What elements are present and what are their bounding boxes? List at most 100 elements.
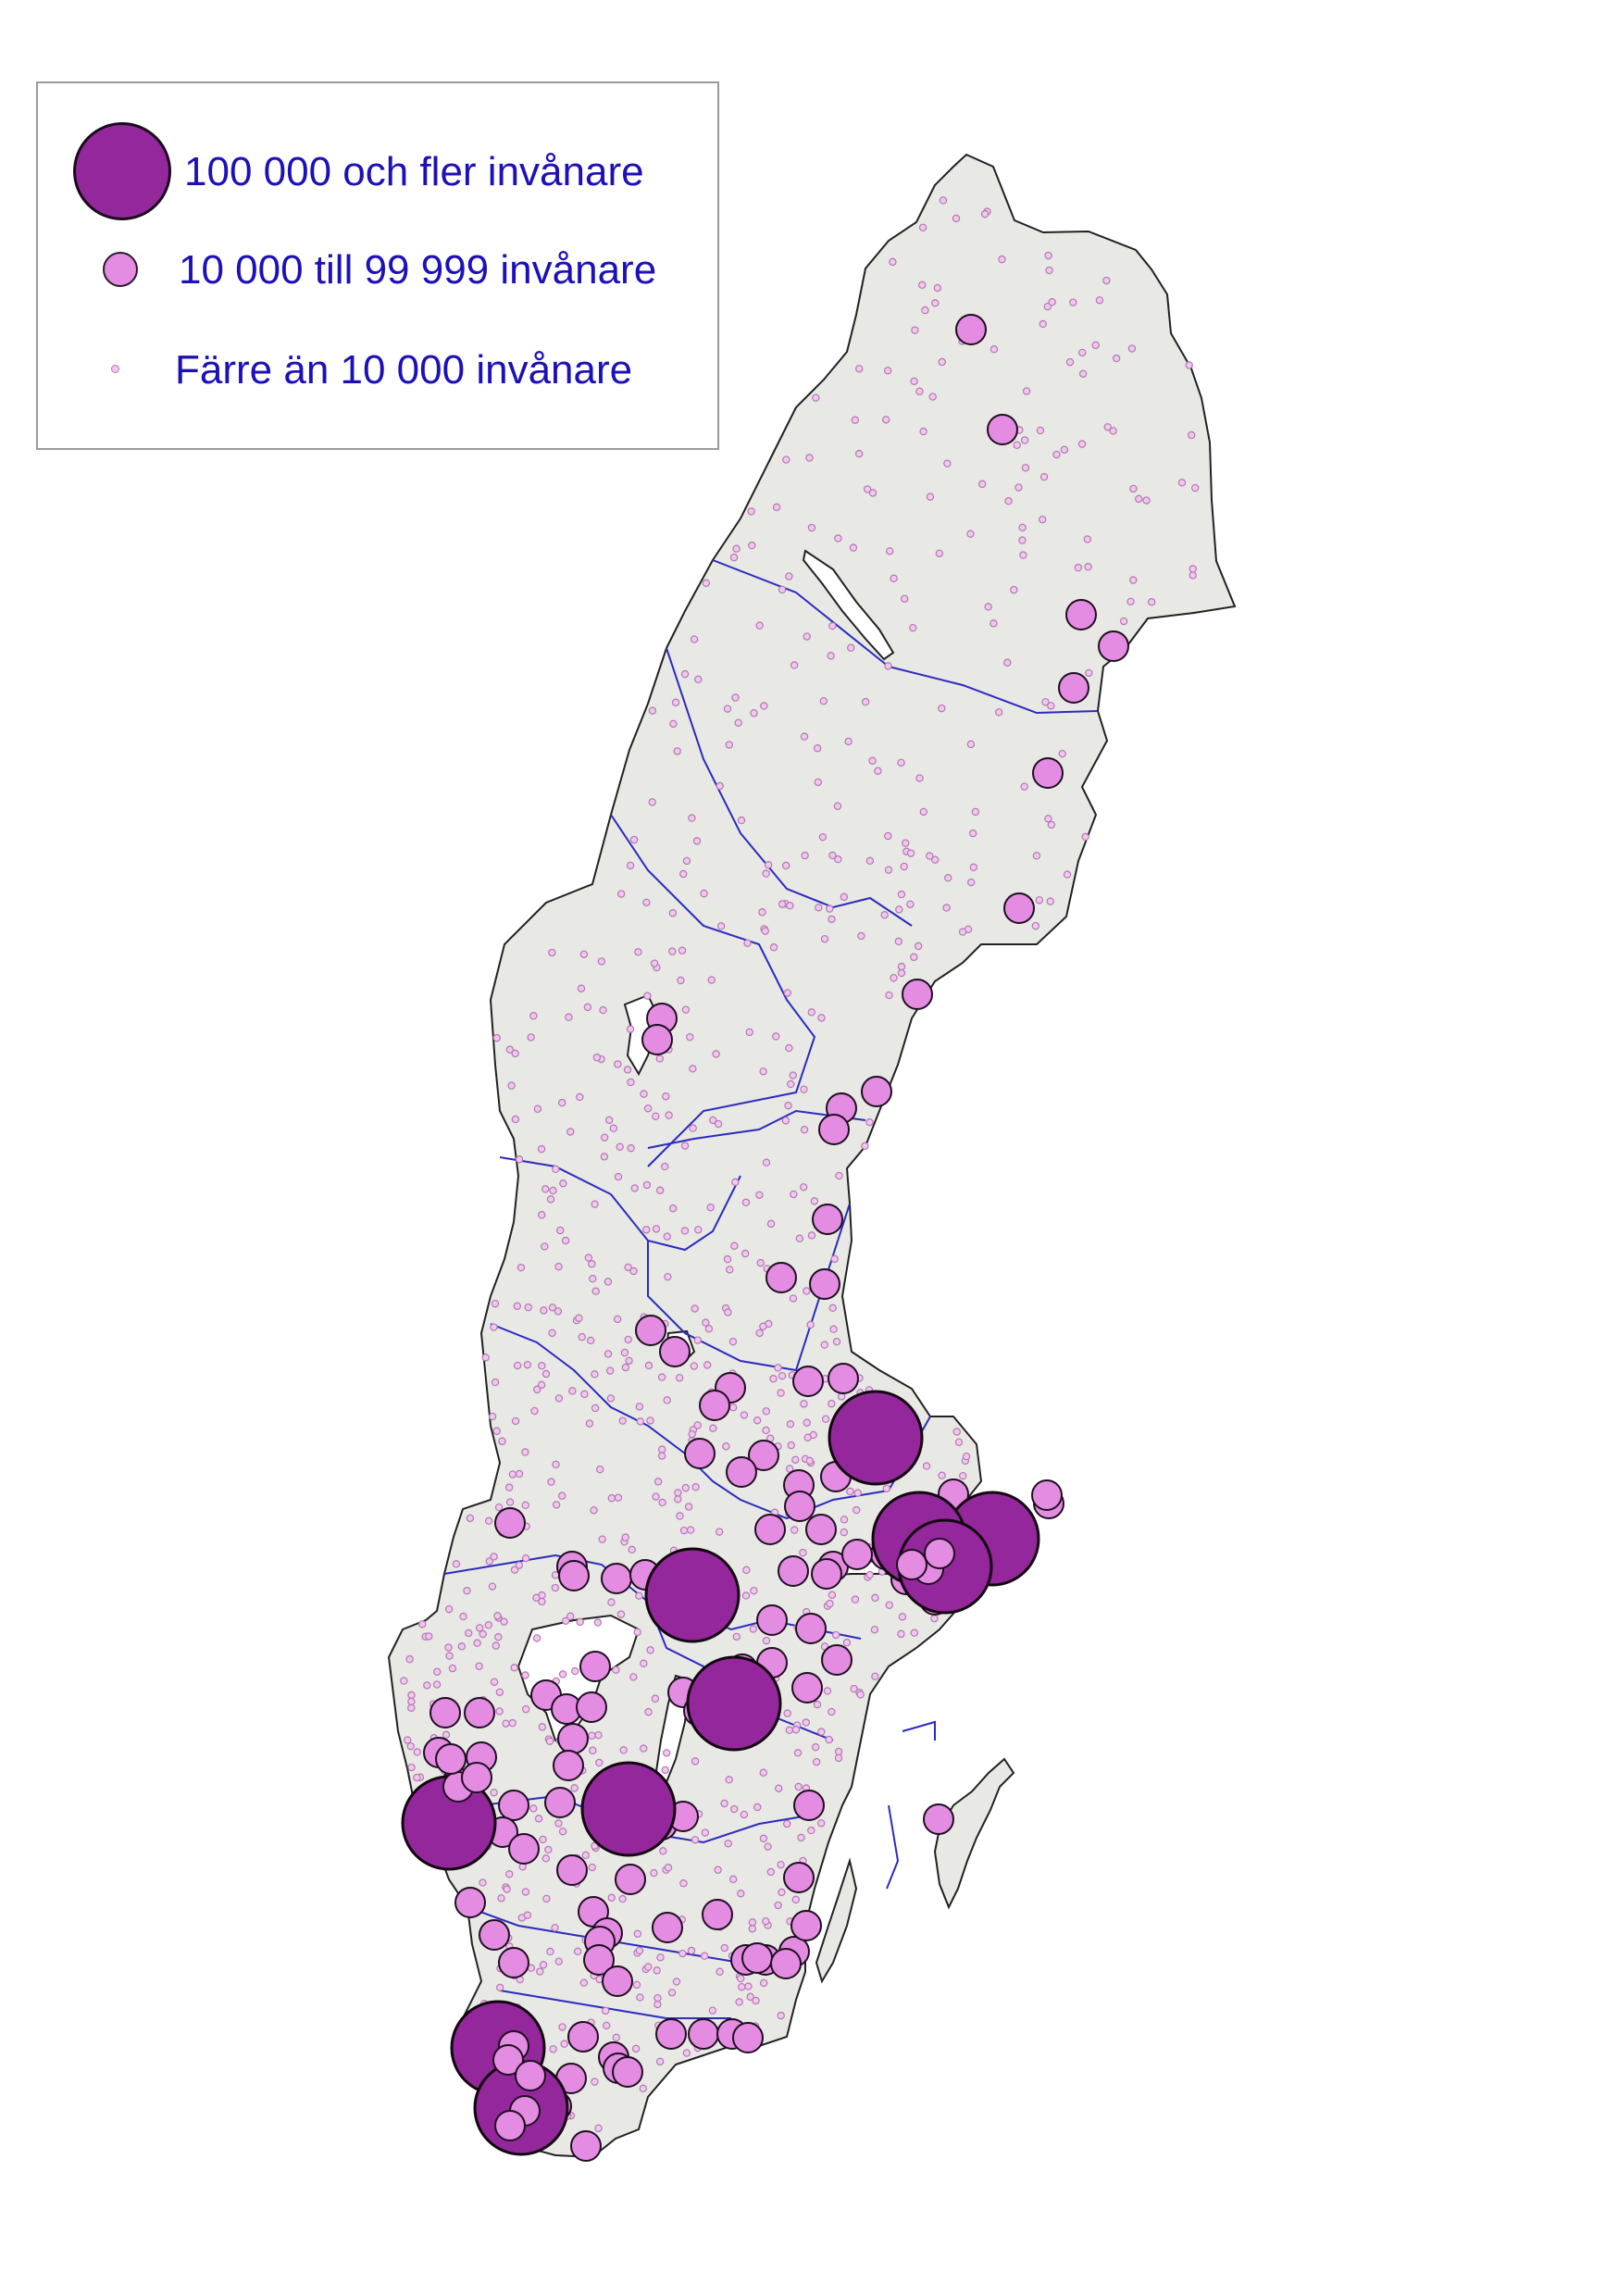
large-town-symbol — [73, 122, 171, 220]
small-town-dot — [803, 1418, 811, 1427]
medium-town-dot — [498, 1790, 529, 1821]
small-town-dot — [693, 1336, 703, 1344]
small-town-dot — [658, 1445, 666, 1454]
small-town-dot — [591, 1404, 600, 1413]
small-town-dot — [865, 1117, 874, 1127]
small-town-dot — [726, 1266, 734, 1274]
small-town-dot — [491, 1378, 500, 1387]
small-town-dot — [624, 1263, 632, 1272]
small-town-dot — [540, 1306, 548, 1315]
small-town-dot — [815, 904, 823, 912]
small-town-dot — [452, 1560, 461, 1568]
small-town-dot — [785, 1465, 794, 1473]
small-town-dot — [880, 911, 889, 919]
small-town-dot — [591, 1287, 600, 1295]
small-town-dot — [828, 621, 837, 630]
small-town-dot — [502, 1719, 510, 1728]
small-town-dot — [537, 1144, 546, 1154]
small-town-dot — [551, 1924, 559, 1932]
small-town-dot — [817, 1728, 826, 1736]
small-town-dot — [1119, 617, 1128, 626]
small-town-dot — [459, 1612, 467, 1621]
small-town-dot — [492, 1033, 501, 1042]
small-town-label: Färre än 10 000 invånare — [175, 347, 633, 393]
large-town-dot — [686, 1655, 782, 1752]
small-town-dot — [504, 1483, 514, 1491]
small-town-dot — [522, 1704, 530, 1714]
small-town-dot — [1045, 266, 1053, 275]
small-town-dot — [764, 1842, 772, 1851]
small-town-dot — [1188, 430, 1196, 440]
small-town-dot — [473, 1639, 481, 1647]
small-town-dot — [665, 1111, 673, 1119]
small-town-dot — [484, 1621, 492, 1629]
medium-town-dot — [492, 2044, 524, 2076]
small-town-dot — [777, 2011, 785, 2020]
small-town-dot — [786, 902, 794, 910]
small-town-dot — [674, 1495, 682, 1504]
small-town-dot — [828, 1591, 837, 1599]
small-town-dot — [1036, 426, 1045, 435]
small-town-dot — [783, 1819, 791, 1828]
small-town-dot — [708, 2006, 717, 2015]
small-town-dot — [762, 1407, 771, 1416]
small-town-dot — [532, 1634, 541, 1642]
small-town-dot — [579, 1978, 589, 1987]
medium-town-dot — [923, 1803, 954, 1835]
small-town-dot — [910, 1628, 918, 1637]
medium-town-dot — [924, 1538, 955, 1569]
small-town-dot — [736, 1974, 745, 1983]
small-town-dot — [1190, 483, 1200, 493]
small-town-dot — [707, 976, 716, 984]
small-town-dot — [493, 1612, 502, 1620]
small-town-dot — [547, 1478, 555, 1486]
small-town-dot — [1081, 832, 1089, 842]
small-town-dot — [777, 1389, 785, 1397]
small-town-dot — [793, 1749, 803, 1757]
small-town-dot — [735, 1998, 743, 2006]
small-town-dot — [977, 480, 987, 489]
small-town-dot — [989, 345, 999, 354]
small-town-dot — [684, 1503, 693, 1511]
small-town-dot — [885, 1601, 893, 1609]
small-town-dot — [785, 572, 793, 580]
small-town-dot — [538, 1723, 547, 1731]
small-town-dot — [558, 1670, 567, 1678]
small-town-dot — [933, 283, 942, 293]
small-town-dot — [748, 541, 756, 550]
small-town-dot — [790, 661, 799, 669]
small-town-dot — [803, 632, 811, 641]
small-town-dot — [919, 427, 927, 436]
medium-town-dot — [557, 1723, 589, 1754]
small-town-dot — [759, 1978, 768, 1988]
small-town-dot — [834, 534, 842, 543]
small-town-dot — [844, 737, 853, 746]
small-town-dot — [778, 585, 787, 594]
small-town-dot — [931, 299, 940, 307]
small-town-dot — [484, 1516, 493, 1526]
small-town-dot — [897, 758, 905, 767]
small-town-dot — [524, 1303, 532, 1312]
small-town-dot — [966, 530, 975, 538]
medium-town-dot — [556, 1854, 588, 1886]
small-town-dot — [1074, 563, 1083, 572]
small-town-dot — [830, 1254, 839, 1264]
small-town-dot — [511, 1049, 519, 1058]
medium-town-dot — [570, 2130, 602, 2162]
small-town-dot — [871, 1593, 879, 1603]
small-town-dot — [689, 1065, 697, 1073]
small-town-dot — [1039, 319, 1047, 329]
small-town-dot — [588, 1863, 596, 1872]
small-town-dot — [560, 2040, 568, 2048]
medium-town-dot — [635, 1315, 666, 1346]
small-town-dot — [743, 939, 752, 947]
small-town-dot — [720, 1943, 728, 1953]
medium-town-dot — [699, 1390, 730, 1421]
small-town-dot — [515, 1561, 524, 1569]
small-town-dot — [1022, 387, 1031, 395]
small-town-dot — [680, 1227, 690, 1235]
small-town-dot — [935, 549, 944, 557]
small-town-dot — [669, 719, 678, 729]
small-town-dot — [702, 579, 711, 588]
